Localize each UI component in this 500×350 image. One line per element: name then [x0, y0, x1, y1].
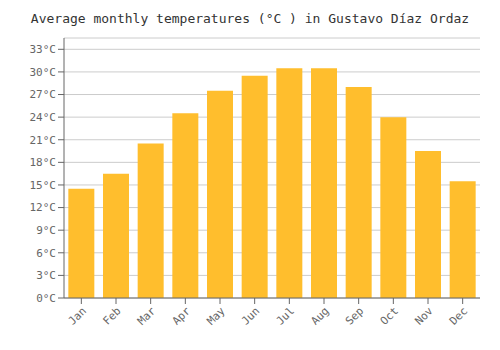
svg-text:6°C: 6°C — [36, 247, 56, 260]
svg-text:Jul: Jul — [274, 304, 297, 327]
svg-text:Nov: Nov — [412, 304, 436, 328]
svg-text:18°C: 18°C — [30, 156, 57, 169]
svg-text:3°C: 3°C — [36, 269, 56, 282]
svg-text:27°C: 27°C — [30, 88, 57, 101]
svg-text:0°C: 0°C — [36, 292, 56, 305]
svg-text:15°C: 15°C — [30, 179, 57, 192]
svg-text:Mar: Mar — [135, 304, 159, 328]
svg-text:30°C: 30°C — [30, 66, 57, 79]
svg-text:Jun: Jun — [239, 304, 262, 327]
svg-text:21°C: 21°C — [30, 134, 57, 147]
svg-text:12°C: 12°C — [30, 201, 57, 214]
svg-text:Jan: Jan — [66, 304, 89, 327]
svg-text:May: May — [204, 304, 228, 328]
html-text:Average monthly temperatures (: Average monthly temperatures (°C ) in Gu… — [30, 11, 470, 26]
svg-text:9°C: 9°C — [36, 224, 56, 237]
svg-text:24°C: 24°C — [30, 111, 57, 124]
svg-text:Aug: Aug — [308, 304, 331, 327]
svg-text:Apr: Apr — [170, 304, 194, 328]
svg-text:Oct: Oct — [378, 304, 401, 327]
svg-text:Feb: Feb — [100, 304, 123, 327]
svg-text:33°C: 33°C — [30, 43, 57, 56]
svg-text:Sep: Sep — [343, 304, 366, 327]
svg-text:Dec: Dec — [447, 304, 470, 327]
